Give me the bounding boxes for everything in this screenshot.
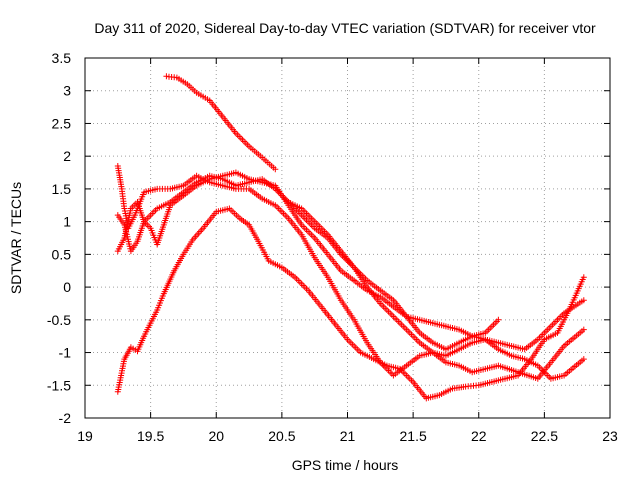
chart-title: Day 311 of 2020, Sidereal Day-to-day VTE… <box>94 20 596 36</box>
y-tick-label: 1.5 <box>52 181 72 197</box>
series-track-2 <box>114 205 587 402</box>
x-tick-labels: 19 19.5 20 20.5 21 21.5 22 22.5 23 <box>77 428 618 444</box>
grid-lines <box>85 58 610 418</box>
y-tick-label: 0 <box>63 279 71 295</box>
x-tick-label: 21.5 <box>400 428 427 444</box>
series-track-6 <box>285 199 587 382</box>
x-axis-title: GPS time / hours <box>292 457 399 473</box>
x-tick-label: 20 <box>208 428 224 444</box>
y-tick-label: -2 <box>59 410 72 426</box>
x-tick-label: 19 <box>77 428 93 444</box>
marker-path <box>114 163 587 382</box>
x-tick-label: 21 <box>340 428 356 444</box>
series-track-3 <box>114 163 587 382</box>
y-tick-label: 2.5 <box>52 115 72 131</box>
y-tick-label: 2 <box>63 148 71 164</box>
y-tick-labels: -2 -1.5 -1 -0.5 0 0.5 1 1.5 2 2.5 3 3.5 <box>47 50 71 426</box>
y-tick-label: -1 <box>59 345 72 361</box>
x-tick-label: 22 <box>471 428 487 444</box>
y-axis-title: SDTVAR / TECUs <box>8 182 24 294</box>
axis-ticks <box>84 57 611 419</box>
marker-path <box>285 199 587 382</box>
series-track-1 <box>163 73 279 173</box>
y-tick-label: -1.5 <box>47 377 71 393</box>
x-tick-label: 22.5 <box>531 428 558 444</box>
y-tick-label: -0.5 <box>47 312 71 328</box>
x-tick-label: 19.5 <box>137 428 164 444</box>
y-tick-label: 3 <box>63 83 71 99</box>
y-tick-label: 3.5 <box>52 50 72 66</box>
y-tick-label: 0.5 <box>52 246 72 262</box>
marker-path <box>114 205 587 402</box>
x-tick-label: 23 <box>602 428 618 444</box>
data-marks <box>114 73 587 402</box>
x-tick-label: 20.5 <box>268 428 295 444</box>
y-tick-label: 1 <box>63 214 71 230</box>
marker-path <box>163 73 279 173</box>
